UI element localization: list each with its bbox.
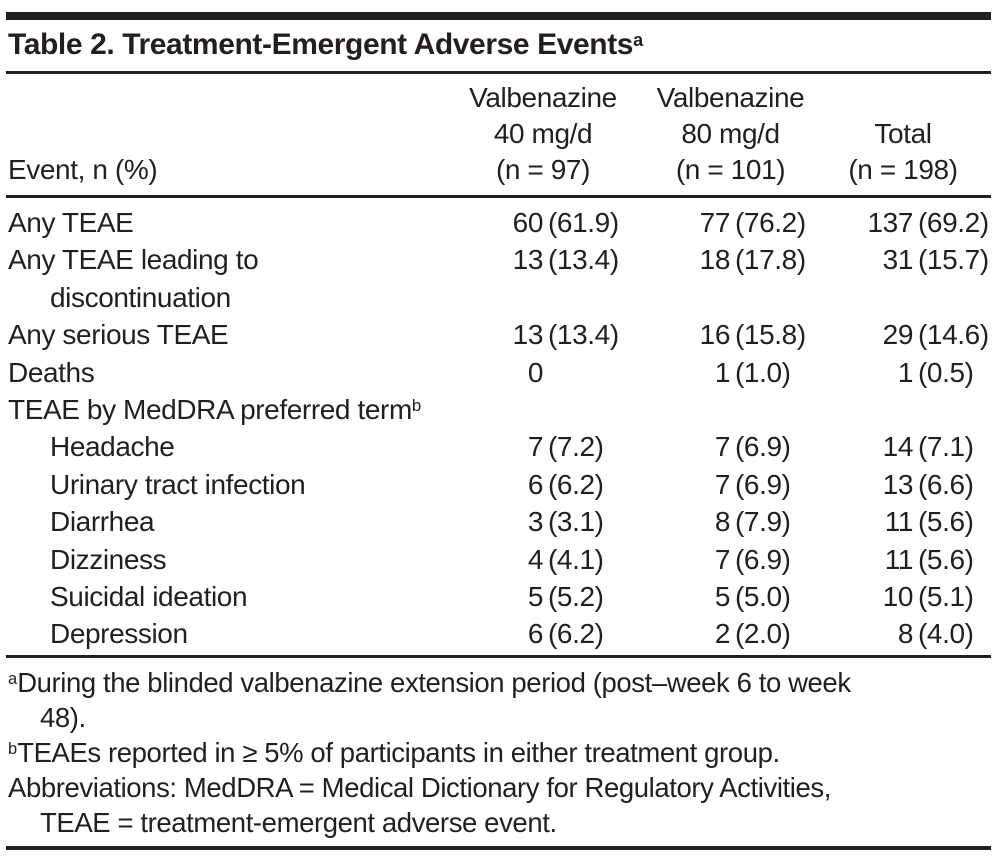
footnote: bTEAEs reported in ≥ 5% of participants …	[8, 736, 780, 768]
column-header-line: Valbenazine	[469, 82, 617, 113]
bottom-rule	[6, 845, 991, 850]
value-cell: 31 (15.7)	[882, 244, 990, 276]
table-row: TEAE by MedDRA preferred termb	[6, 391, 991, 428]
event-label: Dizziness	[50, 543, 167, 575]
value-cell: 60 (61.9)	[512, 207, 620, 238]
value-cell: 14 (7.1)	[882, 431, 974, 463]
value-cell: 5 (5.0)	[714, 581, 791, 613]
table-row: Dizziness 4 (4.1) 7 (6.9) 11 (5.6)	[6, 541, 991, 578]
event-label: Depression	[50, 618, 188, 650]
column-header-line: 40 mg/d	[493, 118, 593, 149]
value-cell: 2 (2.0)	[714, 618, 791, 650]
value-cell: 7 (6.9)	[714, 468, 791, 500]
footnotes: aDuring the blinded valbenazine extensio…	[6, 658, 991, 846]
table-row: Diarrhea 3 (3.1) 8 (7.9) 11 (5.6)	[6, 503, 991, 540]
column-header-total: Total (n = 198)	[815, 74, 991, 198]
table-body: Any TEAE 60 (61.9) 77 (76.2) 137 (69.2) Any TEA…	[6, 197, 991, 655]
event-label: Any TEAE	[8, 207, 134, 238]
value-cell: 77 (76.2)	[699, 207, 807, 238]
value-cell: 8 (7.9)	[714, 506, 791, 538]
table-row: Urinary tract infection 6 (6.2) 7 (6.9) 13 (6.…	[6, 466, 991, 503]
event-label: Suicidal ideation	[50, 581, 248, 613]
value-cell: 137 (69.2)	[867, 207, 989, 238]
value-cell: 10 (5.1)	[882, 581, 974, 613]
value-cell: 0	[527, 356, 544, 388]
row-header-label: Event, n (%)	[8, 154, 158, 185]
table-row: Suicidal ideation 5 (5.2) 5 (5.0) 10 (5.1)	[6, 578, 991, 615]
value-cell: 4 (4.1)	[527, 543, 604, 575]
event-label: Any TEAE leading to discontinuation	[8, 244, 259, 313]
value-cell: 13 (13.4)	[512, 244, 620, 276]
column-header-event: Event, n (%)	[6, 74, 440, 198]
value-cell: 16 (15.8)	[699, 319, 807, 351]
column-header-line: Total	[874, 118, 932, 149]
value-cell	[815, 391, 991, 428]
event-label: Headache	[50, 431, 175, 463]
footnote: Abbreviations: MedDRA = Medical Dictiona…	[8, 771, 831, 838]
column-header-line: (n = 101)	[675, 154, 786, 185]
column-header-line: (n = 97)	[495, 154, 591, 185]
row-footnote-marker: b	[411, 396, 422, 416]
value-cell: 11 (5.6)	[884, 543, 974, 575]
value-cell	[440, 391, 646, 428]
value-cell: 6 (6.2)	[527, 618, 604, 650]
table-row: Depression 6 (6.2) 2 (2.0) 8 (4.0)	[6, 615, 991, 654]
table-row: Any serious TEAE 13 (13.4) 16 (15.8) 29 (14.6)	[6, 316, 991, 353]
value-cell: 13 (13.4)	[512, 319, 620, 351]
footnote-marker: b	[8, 740, 18, 759]
value-cell: 3 (3.1)	[527, 506, 604, 538]
title-footnote-marker: a	[633, 29, 644, 50]
footnotes-top-rule	[6, 654, 991, 658]
column-header-line: 80 mg/d	[681, 118, 780, 149]
value-cell: 7 (7.2)	[527, 431, 604, 463]
value-cell: 7 (6.9)	[714, 543, 791, 575]
table-row: Any TEAE 60 (61.9) 77 (76.2) 137 (69.2)	[6, 197, 991, 242]
value-cell: 11 (5.6)	[884, 506, 974, 538]
value-cell: 8 (4.0)	[897, 618, 974, 650]
table-header: Event, n (%) Valbenazine 40 mg/d (n = 97) …	[6, 74, 991, 198]
table-row: Deaths 0 1 (1.0) 1 (0.5)	[6, 354, 991, 391]
column-header-line: Valbenazine	[656, 82, 805, 113]
event-label: Deaths	[8, 356, 95, 388]
value-cell: 7 (6.9)	[714, 431, 791, 463]
column-header-line: (n = 198)	[848, 154, 958, 185]
event-label: TEAE by MedDRA preferred termb	[8, 394, 422, 426]
footnote-marker: a	[8, 670, 18, 689]
column-header-valbenazine-40: Valbenazine 40 mg/d (n = 97)	[440, 74, 646, 198]
title-rule	[6, 71, 991, 74]
value-cell: 6 (6.2)	[527, 468, 604, 500]
value-cell: 29 (14.6)	[882, 319, 990, 351]
value-cell: 5 (5.2)	[527, 581, 604, 613]
table-row: Any TEAE leading to discontinuation 13 (13.…	[6, 241, 991, 316]
value-cell: 1 (1.0)	[714, 356, 791, 388]
event-label: Diarrhea	[50, 506, 155, 538]
column-header-valbenazine-80: Valbenazine 80 mg/d (n = 101)	[646, 74, 815, 198]
table-title-text: Table 2. Treatment-Emergent Adverse Even…	[8, 28, 634, 61]
value-cell: 13 (6.6)	[882, 468, 974, 500]
event-label: Any serious TEAE	[8, 319, 229, 351]
value-cell: 18 (17.8)	[699, 244, 807, 276]
adverse-events-table: Event, n (%) Valbenazine 40 mg/d (n = 97) …	[6, 74, 991, 655]
footnote: aDuring the blinded valbenazine extensio…	[8, 666, 851, 733]
table-title: Table 2. Treatment-Emergent Adverse Even…	[6, 20, 991, 71]
page: Table 2. Treatment-Emergent Adverse Even…	[0, 12, 997, 861]
table-row: Headache 7 (7.2) 7 (6.9) 14 (7.1)	[6, 428, 991, 465]
value-cell: 1 (0.5)	[897, 356, 974, 388]
table-top-bar	[6, 12, 991, 20]
event-label: Urinary tract infection	[50, 468, 306, 500]
value-cell	[646, 391, 815, 428]
